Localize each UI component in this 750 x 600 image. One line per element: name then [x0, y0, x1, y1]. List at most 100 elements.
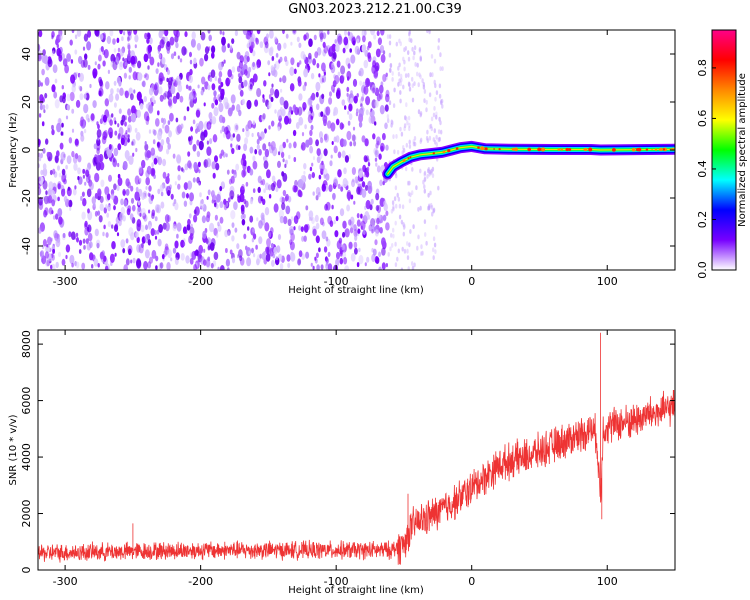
noise-blob: [83, 93, 87, 99]
noise-blob: [166, 47, 170, 54]
noise-blob: [375, 205, 380, 212]
noise-blob: [144, 150, 149, 158]
noise-blob: [61, 173, 67, 183]
noise-blob: [404, 73, 408, 78]
noise-blob: [56, 47, 61, 57]
noise-blob: [388, 40, 392, 46]
noise-blob: [164, 91, 168, 98]
noise-blob: [391, 77, 394, 82]
noise-blob: [40, 250, 45, 259]
noise-blob: [360, 225, 363, 230]
noise-blob: [278, 151, 281, 156]
noise-blob: [242, 128, 245, 133]
noise-blob: [66, 93, 71, 102]
noise-blob: [229, 190, 235, 200]
colorbar-tick-label: 0.2: [696, 211, 709, 229]
noise-blob: [337, 169, 342, 178]
noise-blob: [274, 109, 277, 114]
noise-blob: [189, 257, 194, 265]
noise-blob: [230, 94, 236, 104]
noise-blob: [271, 55, 275, 61]
noise-blob: [252, 50, 256, 57]
noise-blob: [83, 129, 87, 134]
noise-blob: [94, 172, 100, 183]
noise-blob: [142, 80, 146, 88]
noise-blob: [435, 134, 438, 140]
noise-blob: [387, 252, 390, 257]
noise-blob: [252, 120, 256, 125]
noise-blob: [234, 227, 238, 233]
signal-hotspot: [484, 147, 488, 151]
noise-blob: [435, 224, 438, 230]
noise-blob: [312, 156, 316, 161]
noise-blob: [320, 264, 324, 270]
noise-blob: [432, 137, 435, 142]
noise-blob: [388, 52, 392, 58]
signal-hotspot: [477, 146, 480, 149]
noise-blob: [315, 103, 320, 111]
noise-blob: [252, 155, 256, 162]
noise-blob: [80, 130, 84, 137]
noise-blob: [102, 131, 108, 141]
noise-blob: [352, 178, 355, 183]
noise-blob: [127, 30, 132, 36]
noise-blob: [245, 129, 250, 138]
noise-blob: [238, 60, 244, 69]
noise-blob: [159, 262, 164, 269]
noise-blob: [349, 227, 354, 234]
noise-blob: [327, 251, 331, 258]
noise-blob: [325, 106, 331, 116]
noise-blob: [433, 242, 437, 248]
noise-blob: [433, 58, 437, 64]
noise-blob: [122, 160, 128, 171]
noise-blob: [170, 257, 173, 262]
noise-blob: [419, 168, 422, 174]
noise-blob: [188, 213, 192, 219]
noise-blob: [58, 251, 61, 258]
noise-blob: [309, 129, 313, 137]
noise-blob: [261, 114, 265, 122]
noise-blob: [111, 241, 116, 250]
noise-blob: [435, 90, 439, 95]
noise-blob: [397, 82, 400, 87]
noise-blob: [409, 229, 412, 234]
noise-blob: [151, 209, 156, 217]
noise-blob: [268, 141, 271, 147]
noise-blob: [213, 106, 219, 117]
noise-blob: [130, 93, 134, 101]
noise-blob: [385, 210, 389, 217]
noise-blob: [61, 85, 64, 90]
noise-blob: [335, 135, 340, 143]
noise-blob: [292, 104, 297, 113]
noise-blob: [259, 253, 263, 259]
noise-blob: [298, 225, 302, 231]
noise-blob: [257, 175, 262, 184]
noise-blob: [417, 82, 420, 88]
noise-blob: [374, 149, 379, 158]
noise-blob: [315, 195, 319, 201]
noise-blob: [187, 160, 192, 169]
noise-blob: [256, 30, 261, 35]
noise-blob: [204, 46, 210, 55]
noise-blob: [407, 266, 410, 270]
noise-blob: [105, 81, 110, 90]
noise-blob: [341, 150, 346, 158]
noise-blob: [285, 205, 291, 215]
noise-blob: [231, 66, 236, 73]
noise-blob: [333, 219, 336, 225]
x-tick-label: -100: [324, 275, 349, 288]
noise-blob: [124, 121, 127, 127]
noise-blob: [391, 243, 394, 248]
noise-blob: [338, 237, 343, 244]
noise-blob: [103, 224, 106, 230]
noise-blob: [349, 141, 353, 147]
noise-blob: [59, 34, 63, 41]
noise-blob: [251, 247, 254, 254]
noise-blob: [80, 195, 83, 201]
noise-blob: [87, 232, 93, 242]
noise-blob: [77, 155, 82, 163]
noise-blob: [140, 224, 145, 233]
noise-blob: [43, 209, 48, 218]
noise-blob: [310, 124, 314, 131]
